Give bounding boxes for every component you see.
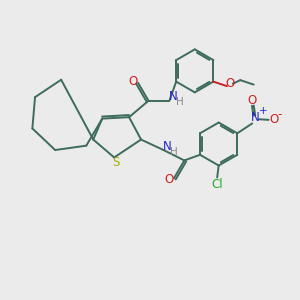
- Text: -: -: [278, 108, 282, 121]
- Text: H: H: [170, 147, 178, 158]
- Text: N: N: [251, 111, 260, 124]
- Text: O: O: [128, 75, 137, 88]
- Text: O: O: [248, 94, 257, 106]
- Text: Cl: Cl: [212, 178, 223, 190]
- Text: +: +: [259, 106, 268, 116]
- Text: N: N: [169, 90, 178, 103]
- Text: S: S: [112, 156, 119, 169]
- Text: O: O: [269, 113, 278, 126]
- Text: H: H: [176, 97, 184, 107]
- Text: N: N: [163, 140, 172, 153]
- Text: O: O: [164, 173, 173, 186]
- Text: O: O: [226, 77, 235, 90]
